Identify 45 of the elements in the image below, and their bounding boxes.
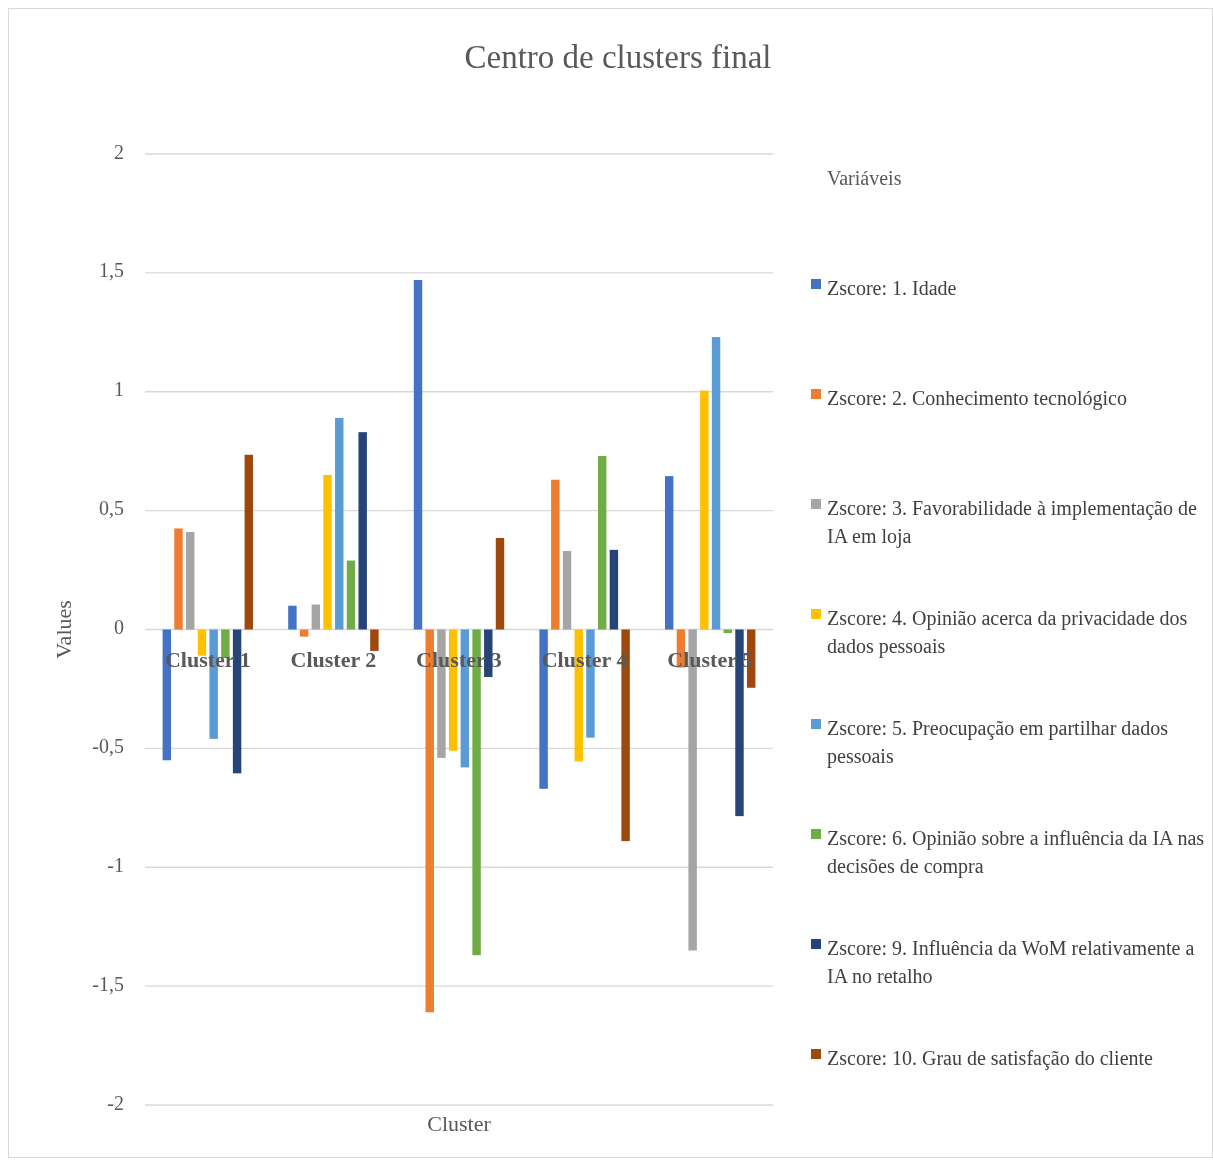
bar	[609, 549, 619, 630]
bar	[597, 455, 607, 630]
bar	[299, 629, 309, 637]
legend-label: Zscore: 9. Influência da WoM relativamente a IA no retalho	[827, 936, 1195, 987]
bar	[288, 605, 297, 630]
legend-label: Zscore: 6. Opinião sobre a influência da IA nas decisões de compra	[827, 826, 1205, 878]
bar	[244, 454, 254, 630]
bar	[311, 604, 321, 630]
legend-label: Zscore: 4. Opinião acerca da privacidade dos dados pessoais	[827, 606, 1188, 658]
y-tick-label: 1,5	[99, 259, 124, 282]
legend-title: Variáveis	[827, 166, 902, 189]
bar	[700, 390, 709, 630]
legend-label: Zscore: 1. Idade	[827, 276, 957, 299]
bar	[335, 417, 344, 630]
y-tick-label: 2	[114, 140, 124, 163]
y-tick-label: -2	[107, 1091, 124, 1114]
bar	[495, 537, 505, 630]
y-tick-label: -0,5	[92, 734, 124, 757]
x-axis-title: Cluster	[427, 1111, 492, 1137]
bar	[232, 629, 242, 774]
legend-label: Zscore: 5. Preocupação em partilhar dados pessoais	[827, 716, 1169, 768]
legend-label: Zscore: 10. Grau de satisfação do cliente	[827, 1046, 1154, 1070]
bar	[664, 476, 674, 630]
bar	[346, 560, 356, 630]
y-tick-label: 0	[114, 616, 124, 639]
bar	[562, 551, 572, 630]
bar	[735, 629, 744, 817]
chart-title: Centro de clusters final	[464, 38, 772, 75]
y-tick-label: -1	[107, 853, 124, 876]
y-axis-title: Values	[51, 600, 77, 659]
bar	[413, 280, 423, 630]
bar	[358, 432, 367, 630]
legend-label: Zscore: 3. Favorabilidade à implementação de IA em loja	[827, 496, 1197, 548]
y-tick-label: 0,5	[99, 497, 124, 520]
bar	[551, 479, 560, 630]
bar	[174, 528, 183, 630]
bar	[711, 337, 721, 630]
bar	[186, 532, 195, 630]
x-tick-label: Cluster 2	[290, 647, 377, 673]
bar	[323, 474, 332, 630]
y-tick-label: -1,5	[92, 972, 124, 995]
y-tick-label: 1	[114, 378, 124, 401]
bar	[370, 629, 379, 651]
legend-label: Zscore: 2. Conhecimento tecnológico	[827, 386, 1127, 410]
bar	[484, 629, 493, 678]
